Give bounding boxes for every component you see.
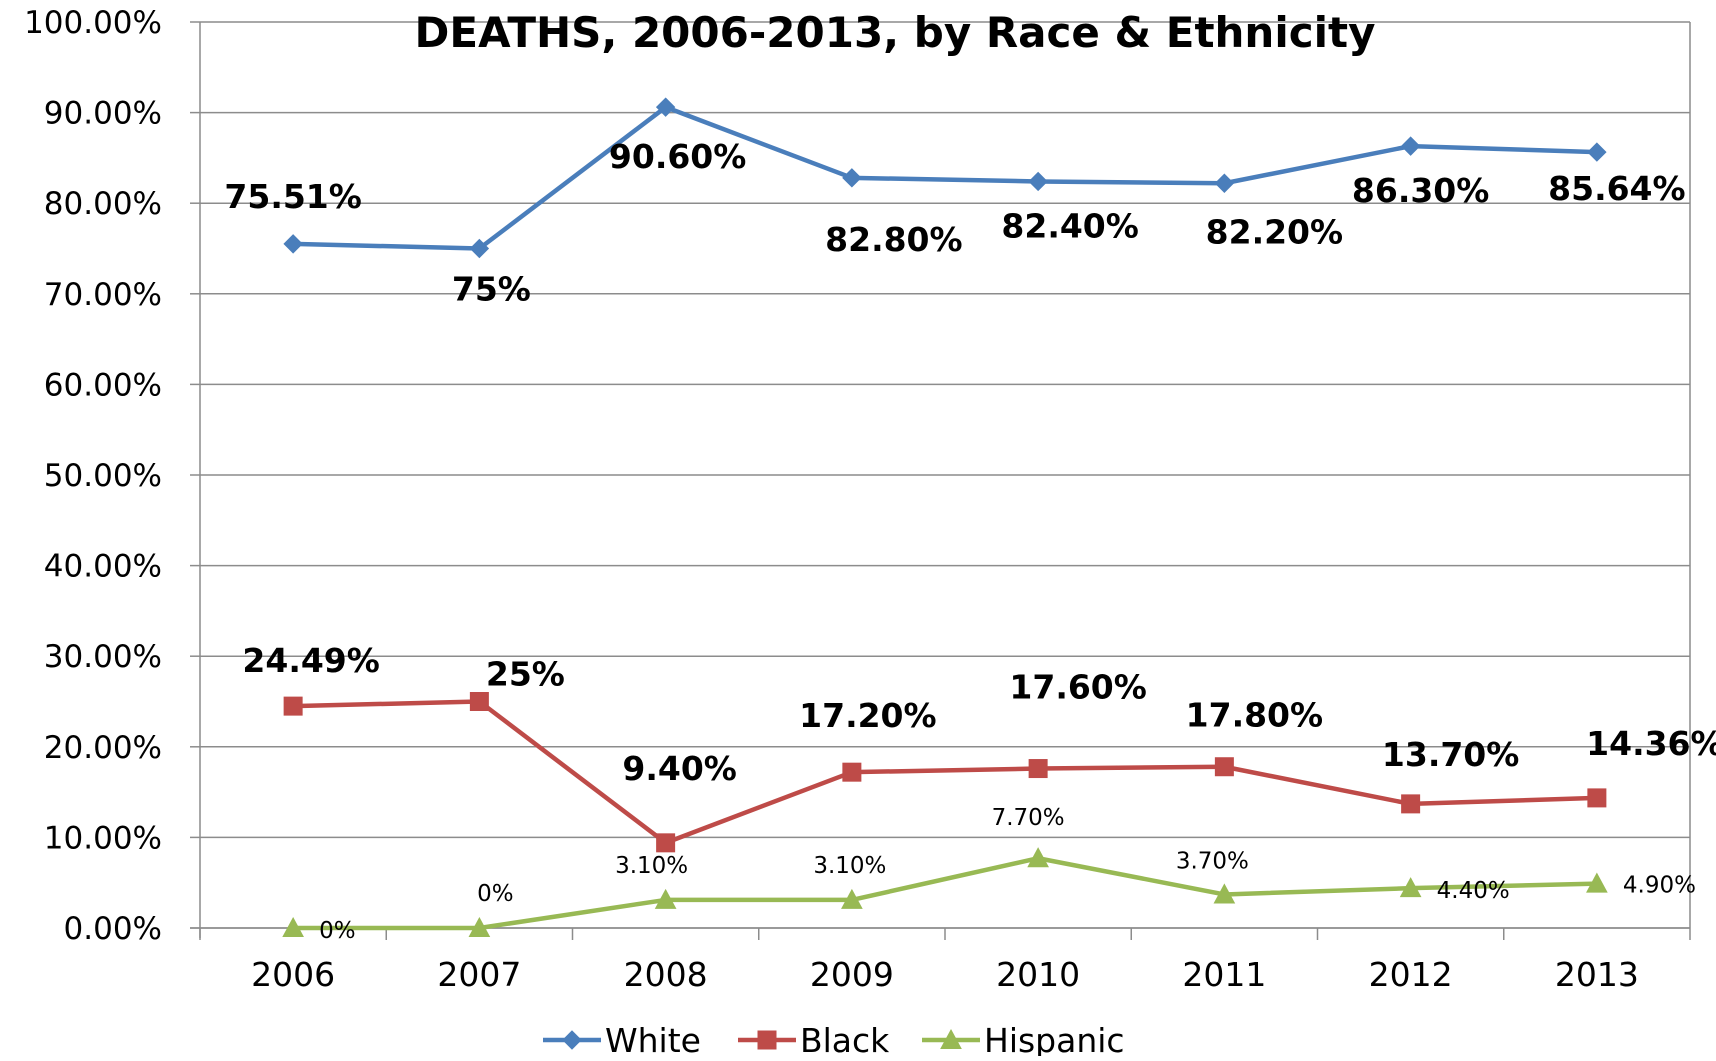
series-line-black bbox=[293, 699, 1597, 846]
data-point-white bbox=[1400, 136, 1421, 156]
data-label-black: 24.49% bbox=[242, 641, 379, 680]
data-point-white bbox=[469, 238, 490, 259]
legend-marker bbox=[940, 1028, 962, 1049]
data-point-hispanic bbox=[1399, 877, 1422, 898]
data-point-hispanic bbox=[654, 888, 677, 909]
data-label-black: 9.40% bbox=[622, 749, 737, 788]
legend-label: Black bbox=[800, 1021, 890, 1056]
legend-marker bbox=[757, 1030, 777, 1050]
legend-label: Hispanic bbox=[984, 1021, 1125, 1056]
data-label-white: 75.51% bbox=[224, 177, 361, 216]
x-tick-label: 2008 bbox=[624, 955, 708, 994]
data-point-black bbox=[1028, 759, 1048, 779]
x-tick-label: 2011 bbox=[1182, 955, 1266, 994]
data-label-black: 17.80% bbox=[1186, 696, 1323, 735]
data-point-black bbox=[1214, 757, 1234, 777]
data-label-hispanic: 0% bbox=[319, 918, 356, 944]
x-tick-label: 2009 bbox=[810, 955, 894, 994]
y-tick-label: 90.00% bbox=[44, 96, 162, 132]
data-point-hispanic bbox=[1027, 847, 1049, 868]
data-point-white bbox=[1587, 142, 1607, 162]
x-tick-label: 2013 bbox=[1555, 955, 1639, 994]
x-tick-label: 2007 bbox=[437, 955, 521, 994]
y-tick-label: 40.00% bbox=[44, 549, 162, 585]
y-tick-label: 30.00% bbox=[44, 639, 162, 675]
series-lines bbox=[282, 97, 1608, 937]
data-point-white bbox=[842, 168, 862, 188]
data-label-white: 82.80% bbox=[825, 220, 962, 259]
legend-marker bbox=[562, 1030, 582, 1050]
legend-item-hispanic: Hispanic bbox=[922, 1021, 1125, 1060]
data-label-hispanic: 3.70% bbox=[1176, 848, 1249, 874]
legend-label: White bbox=[605, 1021, 701, 1056]
data-label-black: 17.60% bbox=[1009, 668, 1146, 707]
x-tick-label: 2010 bbox=[996, 955, 1080, 994]
y-tick-label: 70.00% bbox=[44, 277, 162, 313]
legend: White Black Hispanic bbox=[543, 1021, 1125, 1060]
data-point-black bbox=[1587, 788, 1607, 808]
data-point-hispanic bbox=[282, 916, 304, 937]
data-point-black bbox=[469, 692, 489, 711]
data-label-hispanic: 3.10% bbox=[615, 853, 688, 879]
series-line-hispanic bbox=[293, 855, 1597, 931]
y-tick-label: 50.00% bbox=[44, 458, 162, 494]
data-point-hispanic bbox=[468, 916, 491, 937]
data-label-hispanic: 0% bbox=[477, 881, 514, 907]
x-tick-label: 2012 bbox=[1369, 955, 1453, 994]
series-line-white bbox=[293, 104, 1597, 251]
data-point-black bbox=[283, 696, 303, 716]
series-white bbox=[283, 97, 1607, 259]
data-label-white: 75% bbox=[452, 270, 531, 309]
data-label-black: 14.36% bbox=[1586, 724, 1716, 763]
data-labels: 75.51% 75% 90.60% 82.80% 82.40% 82.20%86.30% 8… bbox=[224, 137, 1716, 944]
data-point-hispanic bbox=[1586, 872, 1608, 893]
y-tick-label: 20.00% bbox=[44, 730, 162, 766]
chart-title: DEATHS, 2006-2013, by Race & Ethnicity bbox=[415, 8, 1376, 57]
data-point-hispanic bbox=[1213, 883, 1236, 904]
data-point-white bbox=[283, 234, 303, 254]
x-tick-label: 2006 bbox=[251, 955, 335, 994]
data-label-white: 86.30% bbox=[1352, 171, 1489, 210]
legend-item-white: White bbox=[543, 1021, 701, 1060]
data-point-hispanic bbox=[841, 888, 863, 909]
data-label-hispanic: 4.40% bbox=[1437, 878, 1510, 904]
data-label-hispanic: 7.70% bbox=[992, 805, 1065, 831]
data-label-black: 25% bbox=[486, 655, 565, 694]
y-tick-label: 100.00% bbox=[24, 5, 162, 41]
data-label-hispanic: 4.90% bbox=[1623, 873, 1696, 899]
data-point-black bbox=[656, 833, 676, 853]
y-tick-label: 10.00% bbox=[44, 820, 162, 856]
data-point-white bbox=[1214, 173, 1235, 193]
data-label-white: 82.20% bbox=[1206, 212, 1343, 251]
data-point-white bbox=[655, 97, 676, 117]
data-point-black bbox=[1401, 794, 1421, 814]
series-black bbox=[283, 692, 1607, 853]
data-point-white bbox=[1028, 171, 1048, 192]
legend-item-black: Black bbox=[738, 1021, 890, 1060]
data-label-white: 85.64% bbox=[1548, 169, 1685, 208]
data-label-white: 90.60% bbox=[609, 137, 746, 176]
data-point-black bbox=[842, 762, 862, 782]
y-tick-label: 0.00% bbox=[64, 911, 162, 947]
gridlines bbox=[200, 21, 1690, 929]
data-label-black: 13.70% bbox=[1382, 735, 1519, 774]
y-tick-label: 80.00% bbox=[44, 186, 162, 222]
data-label-hispanic: 3.10% bbox=[813, 853, 886, 879]
axes: 0.00% 10.00% 20.00% 30.00% 40.00% 50.00% 60.00… bbox=[24, 5, 1691, 994]
data-label-black: 17.20% bbox=[799, 696, 936, 735]
series-hispanic bbox=[282, 847, 1608, 937]
y-tick-label: 60.00% bbox=[44, 367, 162, 403]
data-label-white: 82.40% bbox=[1001, 206, 1138, 245]
